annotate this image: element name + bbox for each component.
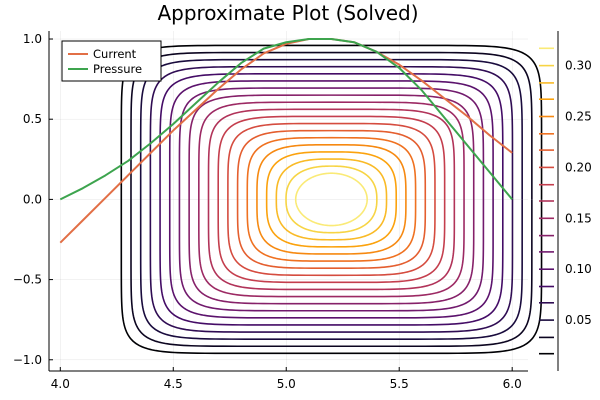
contour-line [217,115,446,284]
colorbar-tick-label: 0.20 [565,160,592,174]
axes: 4.0 4.5 5.0 5.5 6.0 −1.0 −0.5 0.0 0.5 1.0 [13,31,528,391]
contour-line [149,65,514,333]
contour-line [294,172,368,227]
contour-line [188,94,475,305]
chart-title: Approximate Plot (Solved) [157,1,418,25]
colorbar-tick-label: 0.25 [565,110,592,124]
series-line-pressure [59,38,513,201]
x-tick-label: 5.5 [390,377,409,391]
contour-line [178,87,485,312]
series-lines [59,38,513,244]
y-tick-label: 1.0 [23,32,42,46]
y-tick-label: 0.0 [23,192,42,206]
colorbar-tick-label: 0.05 [565,313,592,327]
contour-lines [120,44,543,355]
contour-line [227,122,436,277]
colorbar-tick-label: 0.30 [565,59,592,73]
contour-line [246,136,417,262]
contour-line [265,151,398,248]
colorbar-tick-label: 0.10 [565,262,592,276]
contour-line [120,44,543,355]
y-tick-label: 0.5 [23,112,42,126]
legend-box [61,40,162,82]
colorbar-tick-label: 0.15 [565,211,592,225]
contour-line [198,101,465,298]
contour-line [275,158,388,241]
contour-line [130,51,533,348]
x-tick-label: 6.0 [503,377,522,391]
series-line-current [59,38,513,244]
contour-line [159,73,504,326]
contour-line [168,80,494,319]
x-tick-label: 4.5 [164,377,183,391]
contour-line [207,108,456,291]
legend-label: Pressure [93,62,142,76]
contour-line [256,144,407,255]
legend-label: Current [93,47,137,61]
contour-line [236,129,427,269]
y-tick-label: −1.0 [13,353,42,367]
colorbar: 0.05 0.10 0.15 0.20 0.25 0.30 [539,31,592,371]
x-tick-label: 5.0 [277,377,296,391]
y-tick-label: −0.5 [13,273,42,287]
contour-line [139,58,523,340]
contour-line [285,165,378,234]
x-tick-label: 4.0 [51,377,70,391]
